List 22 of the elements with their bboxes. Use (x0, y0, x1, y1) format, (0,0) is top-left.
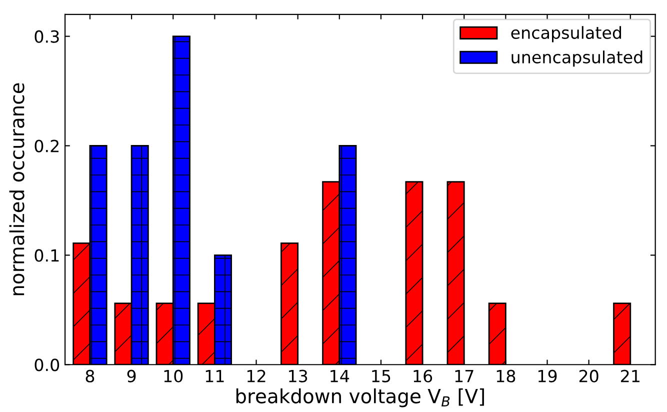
x-tick-label: 10 (164, 370, 183, 382)
x-tick-label: 16 (414, 370, 432, 382)
x-tick-label: 8 (86, 370, 94, 382)
legend-label: unencapsulated (512, 50, 642, 67)
x-tick-label: 18 (496, 370, 516, 382)
x-axis-title: breakdown voltage V$_{B}$ [V] (236, 388, 484, 408)
y-tick-label: 0.3 (34, 30, 59, 43)
x-tick-label: 11 (206, 370, 224, 382)
y-tick-label: 0.1 (34, 249, 59, 262)
x-tick-label: 21 (621, 370, 640, 382)
x-tick-label: 13 (289, 370, 308, 382)
x-tick-label: 15 (372, 370, 390, 382)
y-axis-title: normalized occurance (9, 83, 24, 296)
x-tick-label: 14 (330, 370, 350, 382)
y-tick-label: 0.2 (34, 140, 59, 152)
y-tick-label: 0.0 (34, 358, 60, 372)
x-tick-label: 17 (455, 370, 474, 382)
x-tick-label: 9 (127, 370, 136, 382)
x-tick-label: 12 (247, 370, 266, 382)
legend-label: encapsulated (511, 26, 622, 42)
x-tick-label: 19 (538, 370, 557, 382)
x-tick-label: 20 (579, 370, 598, 382)
